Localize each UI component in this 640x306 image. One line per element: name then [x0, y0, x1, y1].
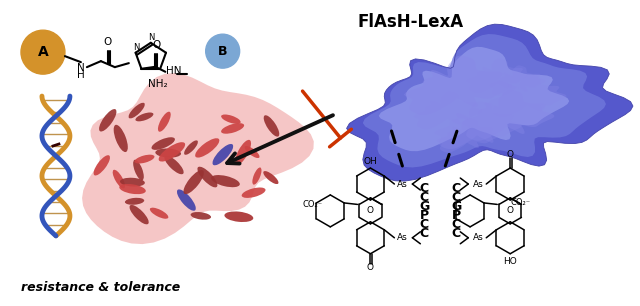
- Text: C: C: [452, 181, 461, 195]
- Ellipse shape: [225, 211, 253, 222]
- Text: HO: HO: [503, 257, 517, 266]
- Text: C: C: [452, 218, 461, 231]
- Ellipse shape: [235, 140, 251, 165]
- Text: B: B: [218, 45, 227, 58]
- Text: O: O: [104, 37, 112, 47]
- Text: O: O: [367, 207, 374, 215]
- Polygon shape: [347, 24, 633, 181]
- Text: C: C: [420, 218, 429, 231]
- Polygon shape: [82, 73, 314, 244]
- Text: C: C: [420, 191, 429, 204]
- Ellipse shape: [136, 113, 154, 121]
- Ellipse shape: [93, 155, 110, 176]
- Polygon shape: [404, 55, 513, 115]
- Text: CO₂⁻: CO₂⁻: [510, 198, 530, 207]
- Text: N: N: [77, 63, 84, 73]
- Ellipse shape: [242, 188, 266, 198]
- Ellipse shape: [212, 144, 233, 165]
- Text: FlAsH-LexA: FlAsH-LexA: [357, 13, 463, 31]
- Text: C: C: [452, 191, 461, 204]
- Ellipse shape: [264, 115, 279, 137]
- Ellipse shape: [125, 198, 144, 205]
- Ellipse shape: [211, 175, 240, 187]
- Text: HN: HN: [166, 66, 182, 76]
- Polygon shape: [461, 90, 554, 141]
- Circle shape: [205, 34, 239, 68]
- Ellipse shape: [113, 170, 125, 188]
- Ellipse shape: [164, 155, 184, 174]
- Ellipse shape: [221, 123, 244, 134]
- Text: As: As: [473, 180, 484, 188]
- Text: C: C: [420, 227, 429, 240]
- Ellipse shape: [244, 146, 260, 158]
- Text: G: G: [451, 200, 461, 213]
- Ellipse shape: [156, 148, 181, 158]
- Text: G: G: [419, 200, 429, 213]
- Text: O: O: [152, 40, 161, 50]
- Polygon shape: [363, 34, 606, 167]
- Polygon shape: [379, 47, 569, 151]
- Text: A: A: [38, 45, 49, 59]
- Polygon shape: [490, 65, 545, 96]
- Text: H: H: [77, 70, 84, 80]
- Ellipse shape: [119, 184, 146, 194]
- Ellipse shape: [197, 167, 218, 187]
- Ellipse shape: [263, 171, 278, 184]
- Text: P: P: [452, 209, 461, 222]
- Ellipse shape: [133, 160, 144, 180]
- Ellipse shape: [129, 205, 148, 224]
- Polygon shape: [414, 92, 482, 129]
- Ellipse shape: [184, 140, 198, 155]
- Ellipse shape: [177, 189, 196, 211]
- Text: P: P: [420, 209, 429, 222]
- Text: NH₂: NH₂: [148, 79, 168, 89]
- Ellipse shape: [191, 212, 211, 220]
- Text: C: C: [420, 181, 429, 195]
- Text: As: As: [397, 233, 408, 242]
- Ellipse shape: [120, 178, 145, 187]
- Ellipse shape: [134, 155, 154, 163]
- Text: O: O: [507, 207, 514, 215]
- Text: resistance & tolerance: resistance & tolerance: [21, 281, 180, 294]
- Ellipse shape: [114, 125, 128, 152]
- Polygon shape: [489, 74, 566, 117]
- Polygon shape: [437, 118, 499, 152]
- Text: OH: OH: [364, 157, 378, 166]
- Text: O: O: [367, 263, 374, 272]
- Polygon shape: [435, 102, 522, 149]
- Circle shape: [21, 30, 65, 74]
- Text: CO₂⁻: CO₂⁻: [302, 200, 323, 209]
- Text: C: C: [452, 227, 461, 240]
- Ellipse shape: [129, 103, 145, 118]
- Ellipse shape: [150, 208, 168, 219]
- Ellipse shape: [159, 142, 185, 162]
- Text: As: As: [397, 180, 408, 188]
- Text: As: As: [473, 233, 484, 242]
- Ellipse shape: [158, 112, 171, 132]
- Ellipse shape: [252, 167, 262, 185]
- Text: N: N: [133, 43, 140, 52]
- Text: O: O: [507, 150, 514, 159]
- Ellipse shape: [221, 114, 241, 124]
- Ellipse shape: [195, 138, 220, 158]
- Polygon shape: [467, 59, 529, 93]
- Ellipse shape: [152, 137, 175, 150]
- Ellipse shape: [184, 170, 204, 194]
- Ellipse shape: [99, 109, 116, 132]
- Text: N: N: [148, 33, 155, 42]
